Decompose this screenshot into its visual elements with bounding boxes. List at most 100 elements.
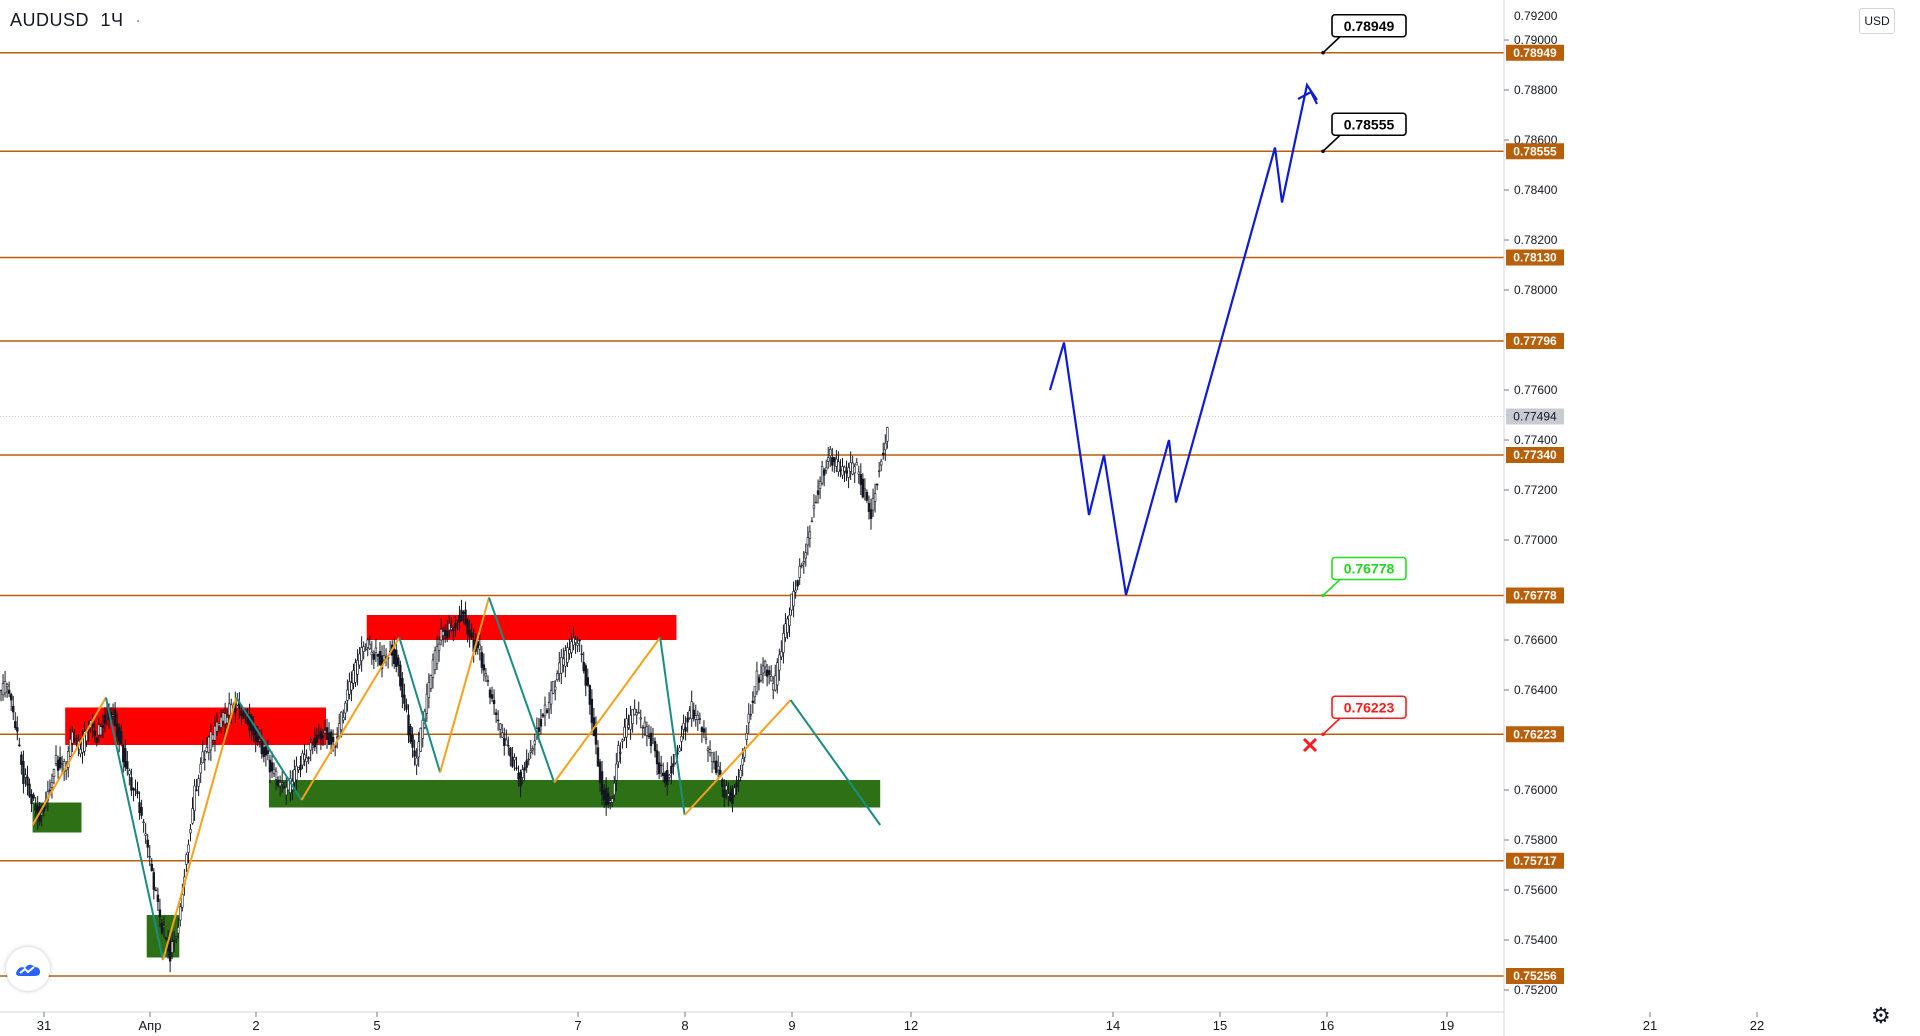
- candle-body: [429, 675, 433, 689]
- callout-label[interactable]: 0.76778: [1344, 561, 1395, 577]
- time-axis[interactable]: 31 Апр 2 5 7 8 9 12 14 15 16 19 21 22: [0, 1011, 1764, 1033]
- level-price-tag[interactable]: [1506, 249, 1564, 266]
- candle-body: [83, 731, 86, 752]
- candle-body: [757, 677, 761, 683]
- time-tick-label[interactable]: 19: [1440, 1018, 1454, 1033]
- price-tick-label: 0.77400: [1514, 433, 1558, 447]
- symbol-name[interactable]: AUDUSD: [10, 10, 90, 30]
- callout-label[interactable]: 0.78949: [1344, 18, 1395, 34]
- candle-body: [9, 694, 13, 701]
- candle-body: [741, 758, 744, 766]
- level-price-tag[interactable]: [1506, 852, 1564, 869]
- candle-body: [560, 657, 563, 674]
- candle-body: [680, 736, 683, 742]
- candle-body: [537, 727, 541, 732]
- callout-label[interactable]: 0.76223: [1344, 699, 1395, 715]
- candle-body: [3, 680, 7, 694]
- time-tick-label[interactable]: 12: [904, 1018, 918, 1033]
- zigzag-up-leg: [553, 636, 661, 784]
- level-price-tag-label: 0.77796: [1513, 334, 1557, 348]
- time-tick-label[interactable]: 5: [373, 1018, 380, 1033]
- candle-body: [297, 767, 300, 771]
- candle-body: [655, 750, 659, 765]
- time-tick-label[interactable]: 8: [681, 1018, 688, 1033]
- candle-body: [690, 701, 693, 720]
- level-price-tag[interactable]: [1506, 968, 1564, 984]
- time-tick-label[interactable]: 15: [1213, 1018, 1227, 1033]
- candle-body: [303, 754, 306, 760]
- level-price-tag[interactable]: [1506, 333, 1564, 349]
- time-tick-label[interactable]: Апр: [139, 1018, 162, 1033]
- time-tick-label[interactable]: 2: [252, 1018, 259, 1033]
- symbol-header[interactable]: AUDUSD 1Ч ·: [10, 10, 148, 31]
- level-price-tag[interactable]: [1506, 447, 1564, 463]
- candle-body: [753, 686, 757, 698]
- callout-label[interactable]: 0.78555: [1344, 116, 1395, 132]
- candle-body: [179, 906, 182, 921]
- candle-body: [865, 491, 869, 501]
- callout-box[interactable]: [1331, 13, 1407, 38]
- candle-body: [401, 678, 404, 698]
- time-tick-label[interactable]: 22: [1750, 1018, 1764, 1033]
- time-tick-label[interactable]: 9: [788, 1018, 795, 1033]
- candle-body: [331, 736, 335, 743]
- time-tick-label[interactable]: 16: [1320, 1018, 1334, 1033]
- candle-body: [342, 717, 345, 721]
- level-price-tag[interactable]: [1506, 726, 1564, 743]
- candle-body: [629, 714, 632, 730]
- candle-body: [79, 749, 82, 755]
- time-tick-label[interactable]: 31: [37, 1018, 51, 1033]
- candle-body: [684, 727, 687, 732]
- candle-body: [633, 708, 636, 715]
- time-tick-label[interactable]: 7: [574, 1018, 581, 1033]
- candle-body: [772, 683, 775, 691]
- symbol-interval[interactable]: 1Ч: [100, 10, 124, 30]
- callout-box[interactable]: [1331, 112, 1407, 137]
- candle-body: [849, 462, 852, 472]
- candle-body: [853, 466, 856, 474]
- candle-body: [839, 469, 842, 472]
- candle-body: [105, 714, 109, 716]
- gear-icon[interactable]: ⚙: [1871, 1003, 1891, 1028]
- currency-button[interactable]: USD: [1859, 8, 1895, 34]
- candle-body: [470, 632, 473, 638]
- candle-body: [780, 651, 783, 658]
- candle-body: [52, 769, 56, 777]
- candle-body: [362, 646, 365, 652]
- candle-body: [144, 833, 147, 836]
- candle-body: [228, 703, 231, 716]
- candle-body: [527, 758, 530, 761]
- level-price-tag[interactable]: [1506, 587, 1564, 604]
- price-tick-label: 0.79000: [1514, 33, 1558, 47]
- candle-body: [12, 705, 15, 713]
- candle-body: [148, 856, 151, 858]
- candle-body: [788, 614, 791, 626]
- time-tick-label[interactable]: 14: [1106, 1018, 1120, 1033]
- current-price-tag[interactable]: [1506, 408, 1564, 425]
- time-tick-label[interactable]: 21: [1643, 1018, 1657, 1033]
- price-callouts[interactable]: 0.78949 0.78555 0.76778 0.76223: [1302, 13, 1407, 753]
- candle-body: [533, 740, 537, 745]
- price-tick-label: 0.77600: [1514, 383, 1558, 397]
- candle-body: [358, 653, 361, 666]
- candle-body: [553, 686, 557, 691]
- level-price-tag-label: 0.78130: [1513, 251, 1557, 265]
- candle-body: [747, 713, 750, 723]
- candle-body: [767, 670, 771, 675]
- price-axis[interactable]: 0.790000.788000.786000.784000.782000.780…: [1503, 0, 1564, 1036]
- candle-body: [209, 731, 213, 751]
- callout-box[interactable]: [1331, 556, 1407, 581]
- candle-body: [635, 712, 638, 716]
- candle-body: [285, 787, 288, 796]
- callout-box[interactable]: [1331, 695, 1407, 720]
- candle-body: [201, 751, 204, 763]
- level-price-tag[interactable]: [1506, 44, 1564, 61]
- candle-body: [694, 715, 697, 720]
- tradingview-logo-icon[interactable]: [6, 947, 50, 991]
- candle-body: [425, 693, 429, 714]
- level-price-tag[interactable]: [1506, 143, 1564, 160]
- candle-body: [800, 564, 803, 567]
- candle-body: [808, 531, 812, 539]
- candle-body: [763, 660, 767, 668]
